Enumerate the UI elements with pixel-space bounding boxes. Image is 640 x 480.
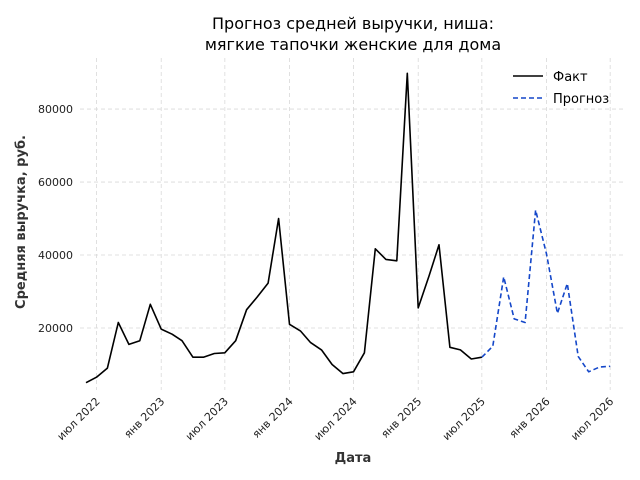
x-tick-label: янв 2023 bbox=[122, 395, 168, 441]
y-axis-label: Средняя выручка, руб. bbox=[14, 135, 29, 309]
x-tick-label: янв 2024 bbox=[250, 395, 296, 441]
x-tick-label: июл 2024 bbox=[312, 395, 360, 443]
y-tick-label: 80000 bbox=[38, 103, 73, 116]
forecast-series-line bbox=[481, 209, 611, 373]
x-tick-label: июл 2023 bbox=[183, 395, 231, 443]
x-tick-label: июл 2022 bbox=[55, 395, 103, 443]
x-tick-label: янв 2026 bbox=[507, 395, 553, 441]
grid bbox=[80, 58, 626, 390]
y-tick-label: 20000 bbox=[38, 322, 73, 335]
x-axis-label: Дата bbox=[335, 451, 372, 466]
y-tick-label: 40000 bbox=[38, 249, 73, 262]
x-axis-ticks: июл 2022 янв 2023 июл 2023 янв 2024 июл 2024… bbox=[55, 395, 617, 443]
y-axis-ticks: 20000 40000 60000 80000 bbox=[38, 103, 73, 335]
fact-series-line bbox=[85, 72, 483, 384]
x-tick-label: июл 2025 bbox=[440, 395, 488, 443]
series-lines bbox=[85, 72, 611, 384]
x-tick-label: янв 2025 bbox=[379, 395, 425, 441]
chart-title-line-2: мягкие тапочки женские для дома bbox=[205, 35, 501, 54]
x-tick-label: июл 2026 bbox=[568, 395, 616, 443]
chart-title-line-1: Прогноз средней выручки, ниша: bbox=[212, 14, 494, 33]
legend-label-fact: Факт bbox=[553, 70, 588, 85]
legend-label-forecast: Прогноз bbox=[553, 92, 609, 107]
legend: Факт Прогноз bbox=[513, 70, 609, 107]
y-tick-label: 60000 bbox=[38, 176, 73, 189]
